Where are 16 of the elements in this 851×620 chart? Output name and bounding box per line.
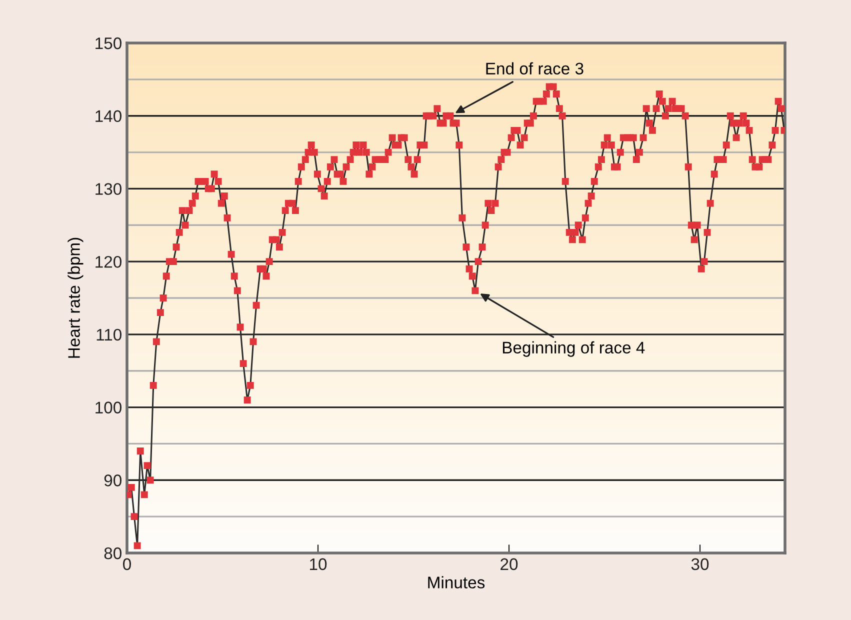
x-tick-label: 30: [691, 558, 709, 570]
y-tick-label: 140: [96, 110, 122, 122]
x-tick-label: 10: [310, 558, 327, 570]
x-tick-label: 0: [123, 558, 131, 570]
y-tick-label: 90: [104, 474, 122, 486]
y-axis-title: Heart rate (bpm): [68, 238, 84, 358]
x-axis-title: Minutes: [428, 576, 485, 588]
y-tick-label: 110: [96, 328, 122, 341]
y-tick-label: 150: [96, 37, 122, 50]
y-tick-label: 80: [104, 547, 122, 560]
y-tick-label: 130: [96, 183, 122, 195]
x-tick-label: 20: [500, 558, 518, 570]
y-tick-label: 120: [96, 256, 122, 268]
y-tick-label: 100: [96, 402, 122, 414]
annotation: End of race 3: [486, 62, 584, 74]
annotation: Beginning of race 4: [502, 341, 645, 357]
